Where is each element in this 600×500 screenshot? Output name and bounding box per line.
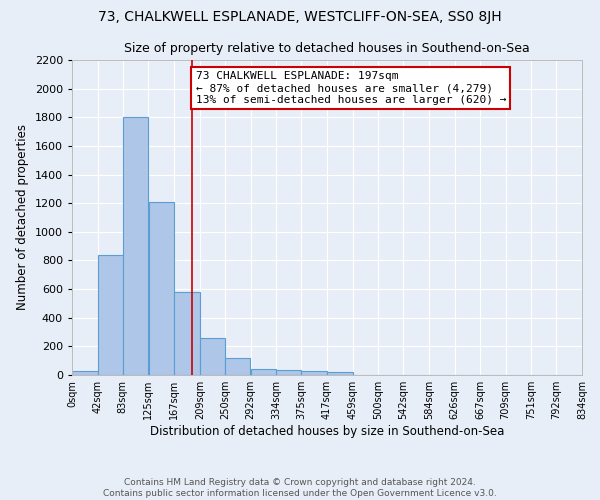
X-axis label: Distribution of detached houses by size in Southend-on-Sea: Distribution of detached houses by size …: [150, 425, 504, 438]
Bar: [174, 292, 200, 375]
Title: Size of property relative to detached houses in Southend-on-Sea: Size of property relative to detached ho…: [124, 42, 530, 54]
Bar: [327, 372, 353, 375]
Text: 73 CHALKWELL ESPLANADE: 197sqm
← 87% of detached houses are smaller (4,279)
13% : 73 CHALKWELL ESPLANADE: 197sqm ← 87% of …: [196, 72, 506, 104]
Bar: [301, 370, 327, 375]
Bar: [225, 358, 250, 375]
Bar: [251, 368, 276, 375]
Bar: [72, 370, 98, 375]
Bar: [149, 202, 174, 375]
Bar: [98, 254, 122, 375]
Y-axis label: Number of detached properties: Number of detached properties: [16, 124, 29, 310]
Bar: [200, 338, 225, 375]
Bar: [277, 370, 301, 375]
Text: Contains HM Land Registry data © Crown copyright and database right 2024.
Contai: Contains HM Land Registry data © Crown c…: [103, 478, 497, 498]
Text: 73, CHALKWELL ESPLANADE, WESTCLIFF-ON-SEA, SS0 8JH: 73, CHALKWELL ESPLANADE, WESTCLIFF-ON-SE…: [98, 10, 502, 24]
Bar: [123, 118, 148, 375]
